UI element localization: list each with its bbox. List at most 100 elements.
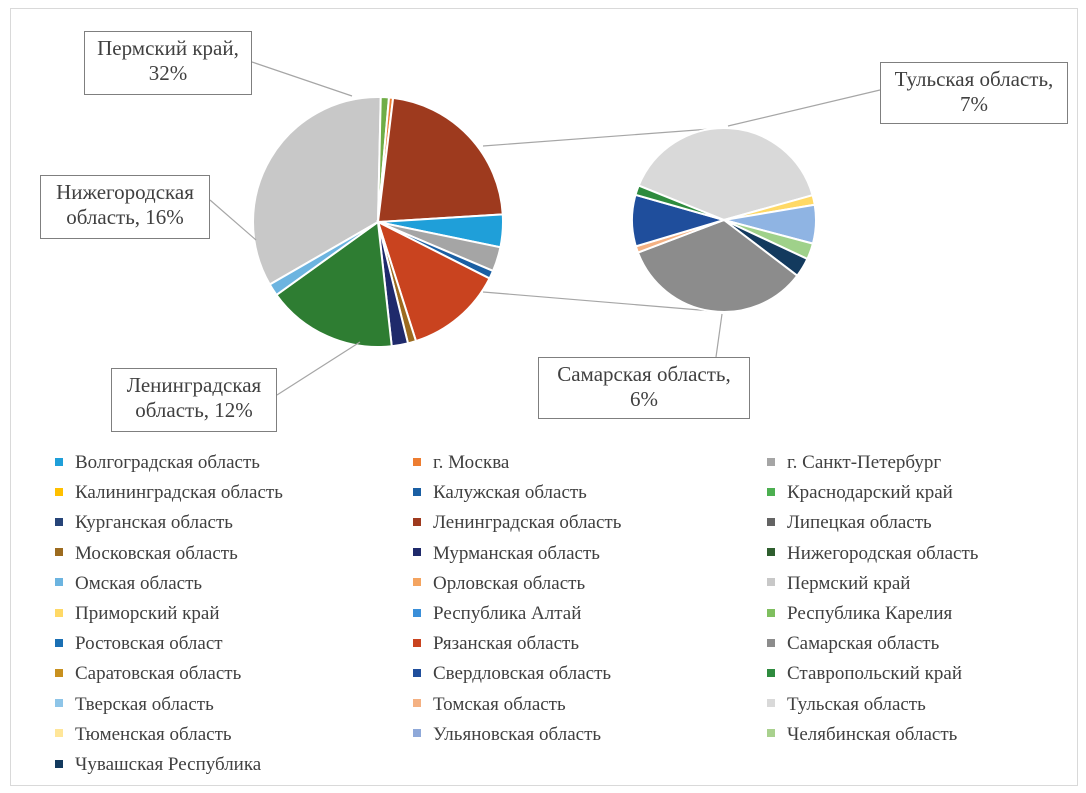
legend-item-курганская-область: Курганская область [55,512,233,534]
legend-item-ставропольский-край: Ставропольский край [767,663,962,685]
legend-item-челябинская-область: Челябинская область [767,724,957,746]
legend-swatch [413,518,421,527]
legend-label: Тверская область [75,693,214,715]
legend-swatch [413,457,421,466]
legend-item-калужская-область: Калужская область [413,482,587,504]
legend-swatch [55,638,63,647]
legend-label: Орловская область [433,572,586,594]
legend-swatch [767,457,775,466]
secondary-slice-тульская-область [637,127,814,222]
legend-item-омская-область: Омская область [55,573,202,595]
legend-item-тюменская-область: Тюменская область [55,724,232,746]
leader-perm [251,61,353,97]
legend-item-г-санкт-петербург: г. Санкт-Петербург [767,452,941,474]
legend-swatch [767,729,775,738]
legend-swatch [767,669,775,678]
legend-swatch [767,608,775,617]
legend-item-нижегородская-область: Нижегородская область [767,543,978,565]
legend-label: Липецкая область [787,512,932,534]
label-tula: Тульская область, 7% [880,62,1068,124]
label-lenin: Ленинградская область, 12% [111,368,277,432]
secondary-pie [631,127,817,313]
label-perm: Пермский край, 32% [84,31,252,95]
legend-label: г. Москва [433,452,510,473]
legend-swatch [55,578,63,587]
legend-swatch [55,699,63,708]
legend-item-ростовская-област: Ростовская област [55,633,223,655]
legend-item-калининградская-область: Калининградская область [55,482,283,504]
legend-item-г-москва: г. Москва [413,452,509,474]
legend-label: Волгоградская область [75,452,260,473]
main-slice-ленинградская-область [376,96,504,224]
legend-label: Краснодарский край [787,482,953,504]
leader-samara [715,313,723,358]
legend-swatch [767,699,775,708]
legend-swatch [413,669,421,678]
legend-item-ленинградская-область: Ленинградская область [413,512,621,534]
legend-item-орловская-область: Орловская область [413,573,585,595]
legend-swatch [767,487,775,496]
chart-frame [10,8,1078,786]
legend-swatch [767,578,775,587]
legend-item-волгоградская-область: Волгоградская область [55,452,260,474]
legend-label: г. Санкт-Петербург [787,452,942,473]
legend-swatch [413,638,421,647]
legend-label: Ростовская област [75,633,223,655]
main-slice-омская-область [268,221,379,297]
legend-item-республика-алтай: Республика Алтай [413,603,581,625]
legend-label: Пермский край [787,572,911,594]
legend-label: Республика Алтай [433,603,582,624]
connector-top [482,127,725,147]
legend-swatch [413,578,421,587]
legend-item-свердловская-область: Свердловская область [413,663,611,685]
legend-item-пермский-край: Пермский край [767,573,910,595]
legend-item-приморский-край: Приморский край [55,603,220,625]
legend-label: Калужская область [433,482,587,504]
legend-swatch [55,729,63,738]
legend-item-мурманская-область: Мурманская область [413,543,600,565]
legend-label: Курганская область [75,512,233,534]
legend-swatch [767,548,775,557]
legend-label: Московская область [75,542,238,564]
legend-label: Мурманская область [433,542,600,564]
legend-label: Саратовская область [75,663,242,685]
legend-label: Чувашская Республика [75,754,262,775]
legend-item-саратовская-область: Саратовская область [55,663,241,685]
legend-label: Приморский край [75,603,220,624]
label-nizhny: Нижегородская область, 16% [40,175,210,239]
secondary-slice-самарская-область [636,218,799,313]
legend-label: Челябинская область [787,723,958,745]
legend-swatch [413,487,421,496]
legend-label: Республика Карелия [787,603,953,624]
main-slice-рязанская-область [376,220,491,343]
legend-label: Ленинградская область [433,512,622,534]
legend-swatch [413,729,421,738]
legend-label: Томская область [433,693,566,715]
legend-label: Нижегородская область [787,542,979,564]
legend-swatch [55,518,63,527]
legend-label: Тульская область [787,693,926,715]
leader-tula [727,89,881,127]
legend-item-республика-карелия: Республика Карелия [767,603,952,625]
legend-item-самарская-область: Самарская область [767,633,939,655]
main-slice-нижегородская-область [275,220,393,348]
legend-swatch [413,548,421,557]
legend-swatch [55,548,63,557]
secondary-slice-ставропольский-край [634,184,725,221]
legend-swatch [55,457,63,466]
leader-lines [209,61,881,396]
legend-label: Свердловская область [433,663,612,685]
legend-swatch [55,608,63,617]
legend-label: Самарская область [787,633,940,655]
main-slice-пермский-край [252,96,382,286]
connector-lines [482,127,725,313]
legend-item-ульяновская-область: Ульяновская область [413,724,601,746]
legend-item-московская-область: Московская область [55,543,238,565]
legend-item-чувашская-республика: Чувашская Республика [55,754,261,776]
legend-label: Калининградская область [75,482,283,504]
connector-bottom [482,291,725,313]
pie-of-pie-chart [209,61,881,396]
legend-item-тульская-область: Тульская область [767,694,926,716]
label-samara: Самарская область, 6% [538,357,750,419]
legend-swatch [55,669,63,678]
